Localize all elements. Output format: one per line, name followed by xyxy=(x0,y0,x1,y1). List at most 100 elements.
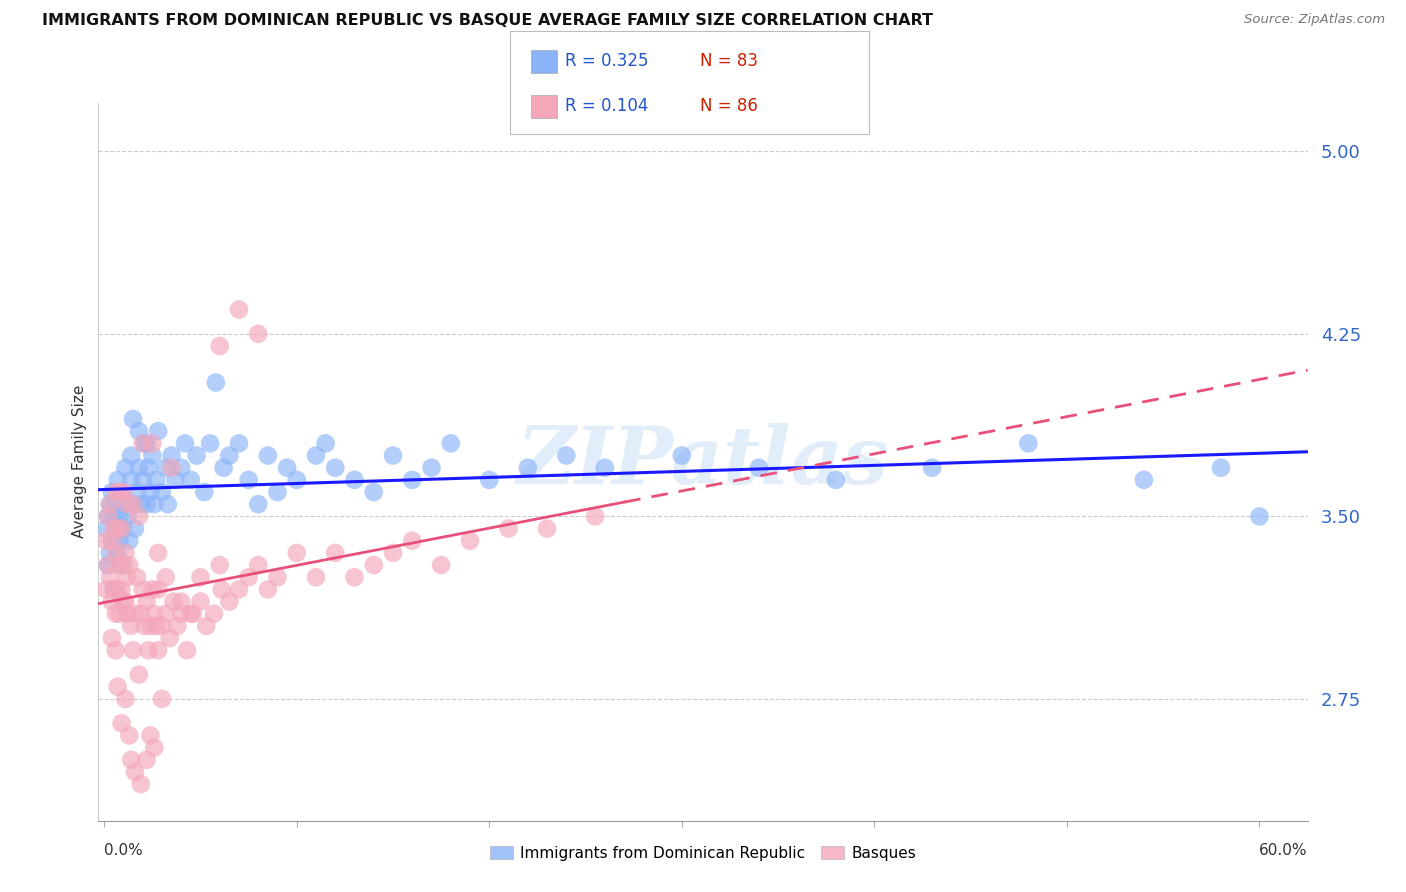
Point xyxy=(94,522,117,536)
Point xyxy=(176,643,198,657)
Point xyxy=(129,497,152,511)
Point xyxy=(128,667,150,681)
Point xyxy=(162,594,184,608)
Point xyxy=(98,570,121,584)
Point xyxy=(218,594,240,608)
Point xyxy=(103,522,125,536)
Point xyxy=(104,522,127,536)
Point xyxy=(110,558,132,572)
Point xyxy=(155,607,177,621)
Point xyxy=(458,533,481,548)
Point xyxy=(180,473,202,487)
Point xyxy=(120,619,142,633)
Point xyxy=(155,570,177,584)
Point xyxy=(122,497,145,511)
Point xyxy=(107,582,129,597)
Point xyxy=(478,473,501,487)
Point xyxy=(343,473,366,487)
Point xyxy=(107,546,129,560)
Point xyxy=(104,497,127,511)
Point xyxy=(1133,473,1156,487)
Text: ZIPatlas: ZIPatlas xyxy=(517,423,889,500)
Point xyxy=(120,449,142,463)
Point xyxy=(112,558,135,572)
Point xyxy=(131,473,153,487)
Point xyxy=(382,449,405,463)
Point xyxy=(139,619,162,633)
Point xyxy=(276,460,298,475)
Point xyxy=(108,485,131,500)
Point xyxy=(134,619,156,633)
Legend: Immigrants from Dominican Republic, Basques: Immigrants from Dominican Republic, Basq… xyxy=(484,839,922,867)
Point xyxy=(141,436,163,450)
Point xyxy=(117,570,139,584)
Point xyxy=(211,582,233,597)
Point xyxy=(202,607,225,621)
Point xyxy=(146,546,169,560)
Point xyxy=(165,473,187,487)
Point xyxy=(212,460,235,475)
Point xyxy=(257,582,280,597)
Point xyxy=(181,607,204,621)
Point xyxy=(145,473,167,487)
Point xyxy=(150,485,173,500)
Point xyxy=(124,607,146,621)
Point xyxy=(122,412,145,426)
Point xyxy=(108,607,131,621)
Point xyxy=(118,728,141,742)
Point xyxy=(131,436,153,450)
Point xyxy=(101,533,124,548)
Point xyxy=(315,436,337,450)
Point xyxy=(208,558,231,572)
Point xyxy=(266,570,288,584)
Point xyxy=(266,485,288,500)
Y-axis label: Average Family Size: Average Family Size xyxy=(72,385,87,538)
Point xyxy=(238,473,260,487)
Point xyxy=(195,619,218,633)
Point xyxy=(107,680,129,694)
Point xyxy=(108,533,131,548)
Point xyxy=(98,497,121,511)
Point xyxy=(114,497,136,511)
Point xyxy=(94,582,117,597)
Point xyxy=(247,326,270,341)
Point xyxy=(536,522,558,536)
Point xyxy=(824,473,846,487)
Point xyxy=(498,522,520,536)
Point xyxy=(170,460,193,475)
Point xyxy=(114,692,136,706)
Point xyxy=(198,436,221,450)
Point xyxy=(110,485,132,500)
Point xyxy=(104,643,127,657)
Point xyxy=(170,607,193,621)
Point xyxy=(593,460,616,475)
Point xyxy=(120,473,142,487)
Point xyxy=(160,460,183,475)
Point xyxy=(285,546,308,560)
Point xyxy=(145,619,167,633)
Point xyxy=(247,497,270,511)
Point xyxy=(110,716,132,731)
Text: N = 83: N = 83 xyxy=(700,52,758,70)
Point xyxy=(921,460,943,475)
Point xyxy=(420,460,443,475)
Point xyxy=(150,619,173,633)
Text: Source: ZipAtlas.com: Source: ZipAtlas.com xyxy=(1244,13,1385,27)
Point xyxy=(146,424,169,438)
Point xyxy=(228,582,250,597)
Point xyxy=(112,594,135,608)
Point xyxy=(305,449,328,463)
Point xyxy=(118,558,141,572)
Point xyxy=(166,619,188,633)
Point xyxy=(114,546,136,560)
Text: R = 0.104: R = 0.104 xyxy=(565,97,648,115)
Point xyxy=(124,764,146,779)
Point xyxy=(135,753,157,767)
Point xyxy=(440,436,463,450)
Point xyxy=(305,570,328,584)
Point xyxy=(150,692,173,706)
Point xyxy=(1249,509,1271,524)
Point xyxy=(103,582,125,597)
Point xyxy=(174,436,197,450)
Point xyxy=(748,460,770,475)
